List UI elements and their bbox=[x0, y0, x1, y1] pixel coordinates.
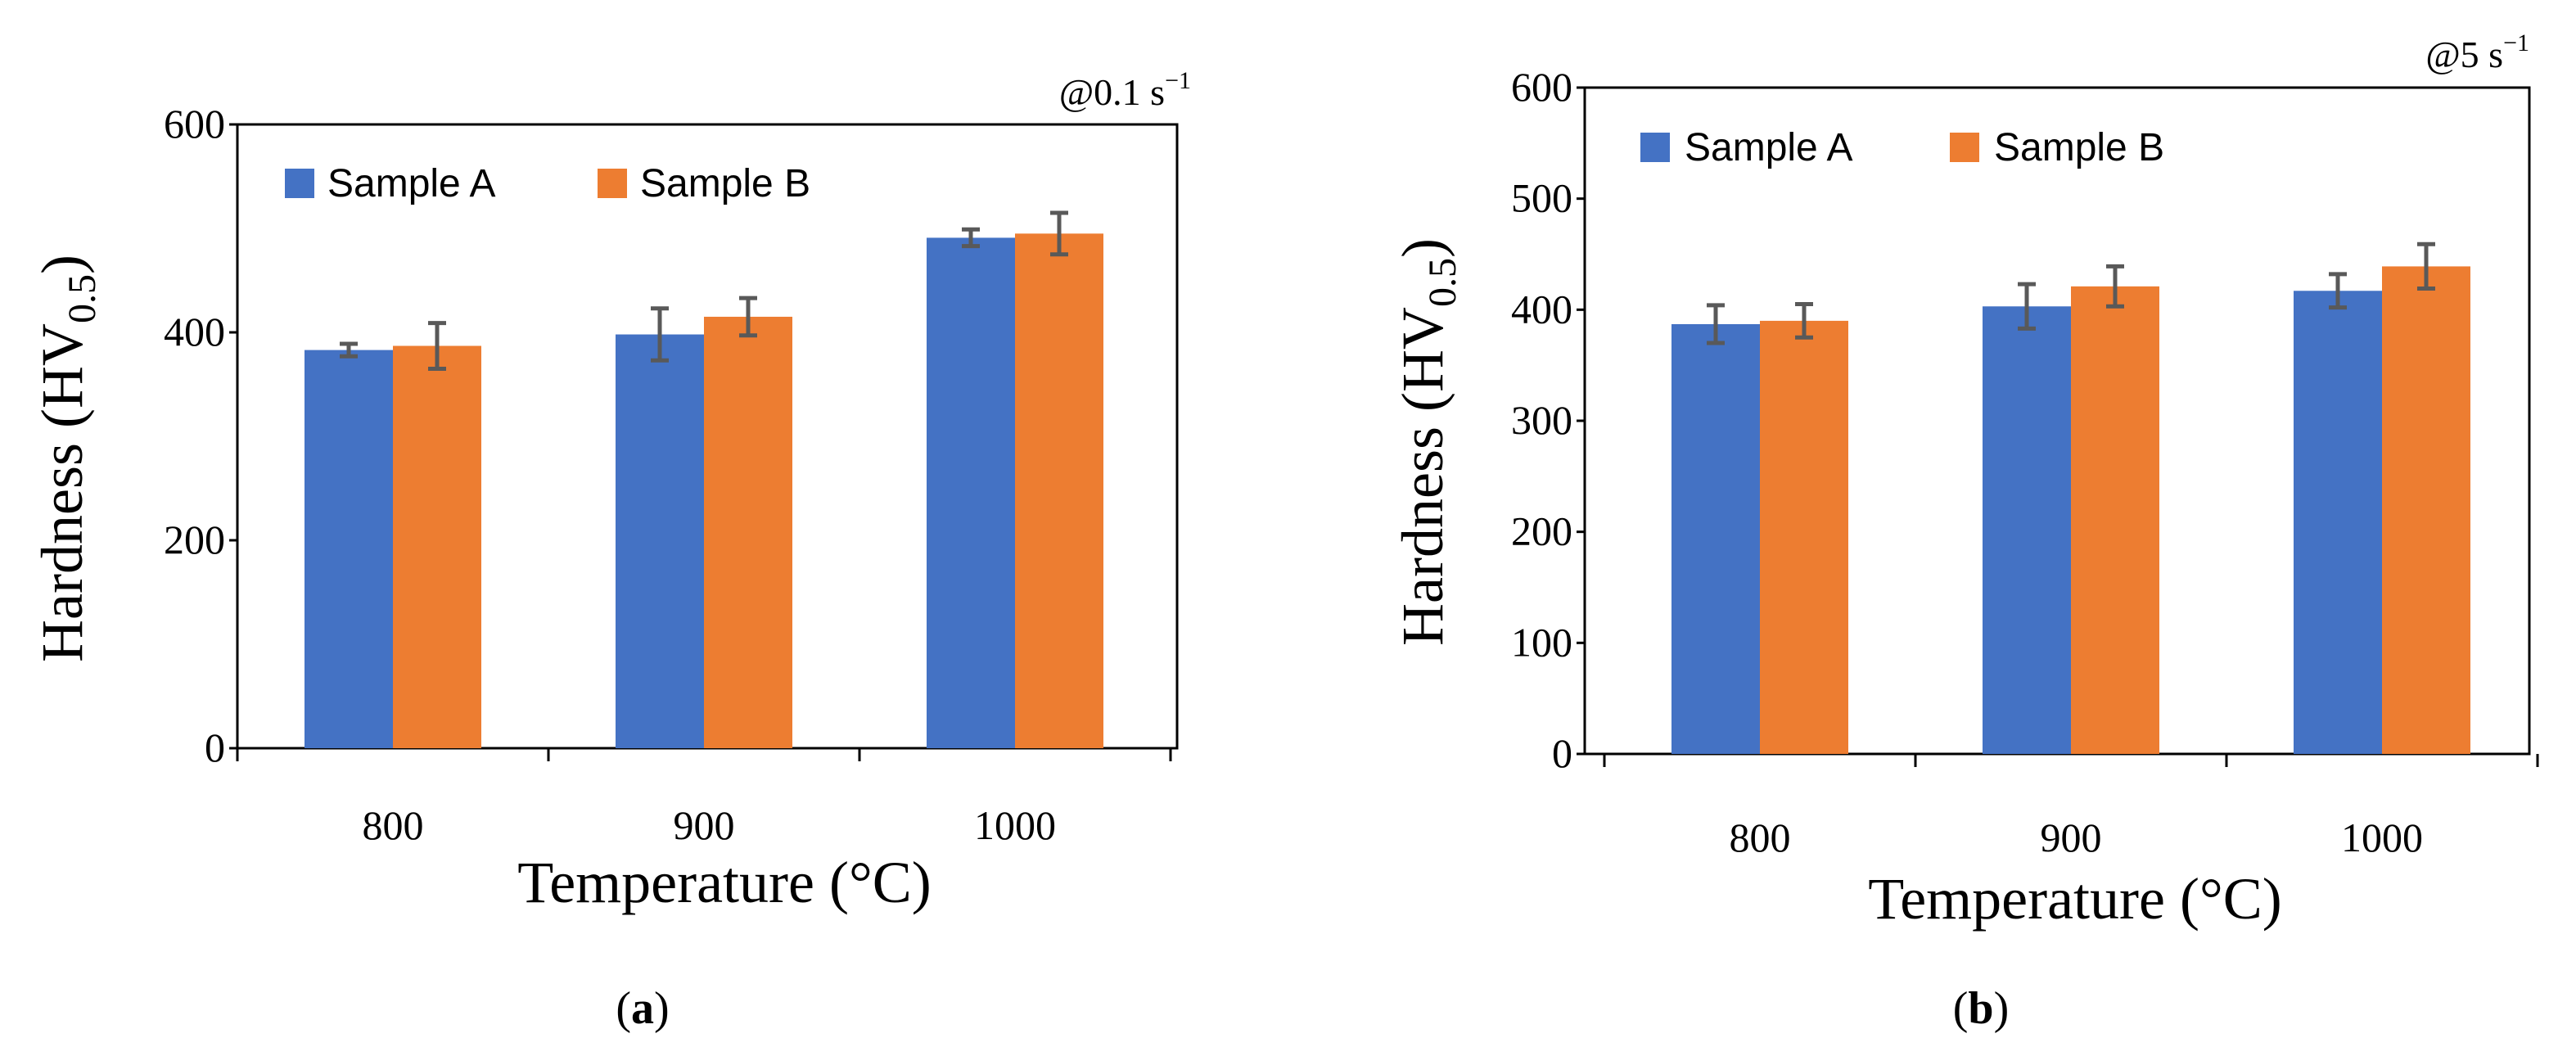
error-bar bbox=[651, 306, 669, 363]
x-tick-label: 900 bbox=[2041, 815, 2102, 860]
y-tick-label: 0 bbox=[205, 724, 225, 770]
y-axis-title-b: Hardness (HV0.5) bbox=[1390, 238, 1464, 646]
y-tick-label: 600 bbox=[1511, 64, 1572, 110]
y-tick-label: 400 bbox=[164, 309, 225, 354]
bar-sample-b bbox=[2071, 286, 2159, 754]
bar-sample-b bbox=[1015, 233, 1103, 749]
legend-label-sample-a: Sample A bbox=[1685, 126, 1852, 169]
chart-panel-b: @5 s−1 0 100 200 300 400 500 600 800 900 1000 Sa… bbox=[1390, 29, 2539, 1034]
y-tick-label: 300 bbox=[1511, 397, 1572, 443]
legend-swatch-sample-a bbox=[1640, 133, 1670, 162]
rate-label-b: @5 s−1 bbox=[2425, 29, 2529, 75]
error-bar bbox=[1707, 303, 1725, 345]
bar-sample-a bbox=[305, 350, 393, 748]
y-tick-label: 200 bbox=[1511, 508, 1572, 554]
error-bar bbox=[428, 321, 446, 371]
bar-sample-a bbox=[1671, 323, 1760, 755]
bar-sample-b bbox=[1760, 320, 1848, 754]
x-tick-label: 800 bbox=[363, 802, 424, 848]
error-bar bbox=[2018, 282, 2036, 331]
error-bar bbox=[739, 296, 757, 338]
legend-label-sample-b: Sample B bbox=[1994, 126, 2164, 169]
legend-swatch-sample-a bbox=[285, 169, 314, 198]
bar-sample-b bbox=[704, 316, 792, 748]
panel-label-b: (b) bbox=[1953, 983, 2009, 1034]
y-tick-label: 100 bbox=[1511, 619, 1572, 665]
x-axis-title-b: Temperature (°C) bbox=[1868, 866, 2282, 932]
bar-sample-a bbox=[616, 334, 704, 748]
error-bar bbox=[340, 341, 358, 359]
x-tick-label: 1000 bbox=[974, 802, 1056, 848]
y-tick-label: 400 bbox=[1511, 286, 1572, 332]
error-bar bbox=[1050, 210, 1068, 257]
legend-label-sample-b: Sample B bbox=[640, 162, 810, 205]
bar-sample-a bbox=[927, 237, 1015, 748]
y-tick-label: 500 bbox=[1511, 175, 1572, 221]
x-tick-label: 900 bbox=[674, 802, 735, 848]
y-tick-label: 600 bbox=[164, 101, 225, 147]
legend-swatch-sample-b bbox=[1950, 133, 1979, 162]
error-bar bbox=[962, 227, 980, 249]
bar-sample-b bbox=[2382, 266, 2470, 754]
error-bar bbox=[1795, 302, 1813, 340]
bar-sample-a bbox=[2294, 291, 2382, 754]
legend-label-sample-a: Sample A bbox=[327, 162, 495, 205]
bar-sample-a bbox=[1983, 306, 2071, 755]
y-tick-label: 200 bbox=[164, 517, 225, 562]
panel-label-a: (a) bbox=[616, 983, 669, 1034]
bar-sample-b bbox=[393, 345, 481, 748]
legend-swatch-sample-b bbox=[598, 169, 627, 198]
x-tick-label: 800 bbox=[1730, 815, 1791, 860]
error-bar bbox=[2329, 272, 2347, 310]
y-tick-label: 0 bbox=[1552, 730, 1572, 776]
error-bar bbox=[2417, 241, 2435, 291]
x-axis-title-a: Temperature (°C) bbox=[517, 850, 932, 915]
x-tick-label: 1000 bbox=[2341, 815, 2423, 860]
error-bar bbox=[2106, 264, 2124, 309]
y-axis-title-a: Hardness (HV0.5) bbox=[29, 255, 104, 662]
rate-label-a: @0.1 s−1 bbox=[1059, 67, 1191, 113]
